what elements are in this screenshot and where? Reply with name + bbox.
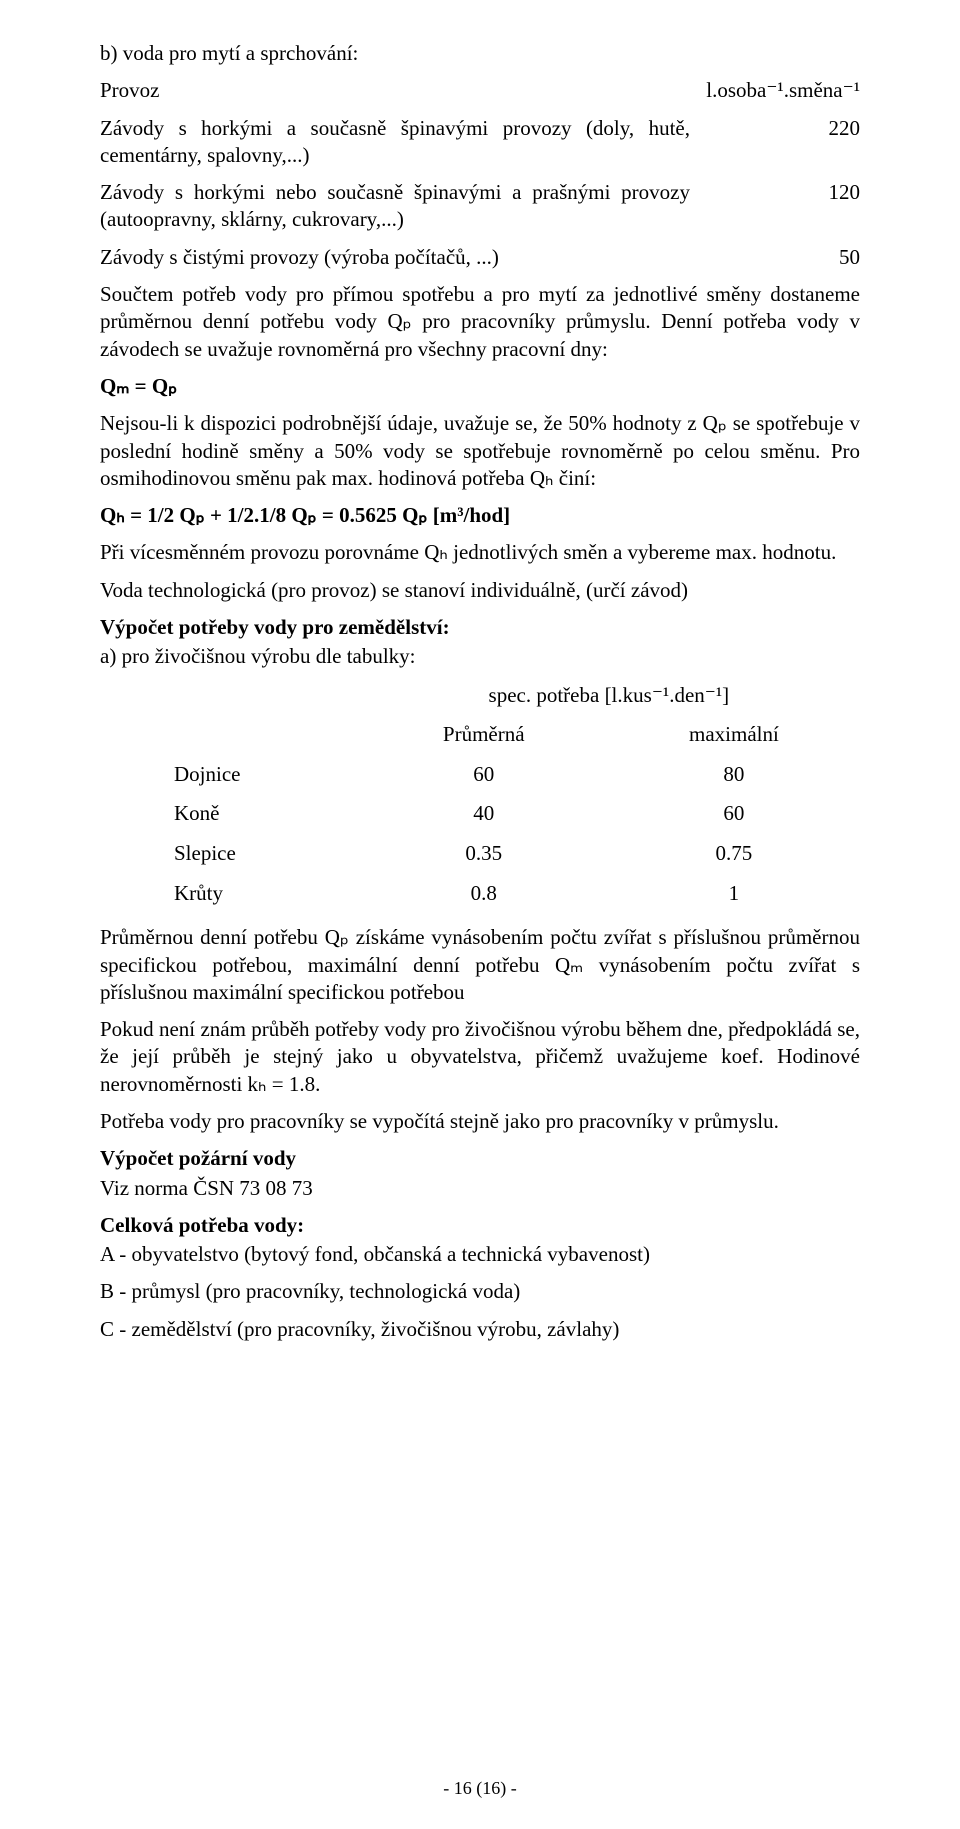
total-b: B - průmysl (pro pracovníky, technologic…: [100, 1278, 860, 1305]
equation-qm-qp: Qₘ = Qₚ: [100, 373, 860, 400]
heading-total: Celková potřeba vody:: [100, 1212, 860, 1239]
animal-table-header: Průměrná maximální: [102, 716, 858, 754]
equation-qh: Qₕ = 1/2 Qₚ + 1/2.1/8 Qₚ = 0.5625 Qₚ [m³…: [100, 502, 860, 529]
paragraph-workers: Potřeba vody pro pracovníky se vypočítá …: [100, 1108, 860, 1135]
document-page: b) voda pro mytí a sprchování: Provoz l.…: [0, 0, 960, 1829]
animal-table: spec. potřeba [l.kus⁻¹.den⁻¹] Průměrná m…: [100, 675, 860, 915]
animal-name: Krůty: [102, 875, 358, 913]
paragraph-livestock: a) pro živočišnou výrobu dle tabulky:: [100, 643, 860, 670]
factory-row-1: Závody s horkými a současně špinavými pr…: [100, 115, 860, 180]
factory-row-2-label: Závody s horkými nebo současně špinavými…: [100, 179, 690, 234]
factory-row-1-label: Závody s horkými a současně špinavými pr…: [100, 115, 690, 170]
paragraph-sum: Součtem potřeb vody pro přímou spotřebu …: [100, 281, 860, 363]
animal-avg: 40: [360, 795, 608, 833]
factory-row-1-value: 220: [690, 115, 860, 142]
table-row: Dojnice 60 80: [102, 756, 858, 794]
table-row: Koně 40 60: [102, 795, 858, 833]
animal-max: 1: [610, 875, 858, 913]
total-a: A - obyvatelstvo (bytový fond, občanská …: [100, 1241, 860, 1268]
animal-name: Slepice: [102, 835, 358, 873]
animal-name: Koně: [102, 795, 358, 833]
paragraph-technological: Voda technologická (pro provoz) se stano…: [100, 577, 860, 604]
factory-row-2-value: 120: [690, 179, 860, 206]
table-row: Krůty 0.8 1: [102, 875, 858, 913]
heading-agriculture: Výpočet potřeby vody pro zemědělství:: [100, 614, 860, 641]
animal-max: 60: [610, 795, 858, 833]
total-c: C - zemědělství (pro pracovníky, živočiš…: [100, 1316, 860, 1343]
table-row: Slepice 0.35 0.75: [102, 835, 858, 873]
animal-avg: 0.8: [360, 875, 608, 913]
provoz-label: Provoz: [100, 77, 690, 104]
heading-fire: Výpočet požární vody: [100, 1145, 860, 1172]
animal-max: 0.75: [610, 835, 858, 873]
spec-label: spec. potřeba [l.kus⁻¹.den⁻¹]: [360, 677, 858, 715]
animal-avg: 0.35: [360, 835, 608, 873]
factory-row-3-label: Závody s čistými provozy (výroba počítač…: [100, 244, 690, 271]
paragraph-multishift: Při vícesměnném provozu porovnáme Qₕ jed…: [100, 539, 860, 566]
paragraph-unknown-course: Pokud není znám průběh potřeby vody pro …: [100, 1016, 860, 1098]
factory-row-3-value: 50: [690, 244, 860, 271]
unit-label: l.osoba⁻¹.směna⁻¹: [690, 77, 860, 104]
factory-row-3: Závody s čistými provozy (výroba počítač…: [100, 244, 860, 281]
animal-name: Dojnice: [102, 756, 358, 794]
factory-row-2: Závody s horkými nebo současně špinavými…: [100, 179, 860, 244]
paragraph-qp-calc: Průměrnou denní potřebu Qₚ získáme vynás…: [100, 924, 860, 1006]
spec-label-row: spec. potřeba [l.kus⁻¹.den⁻¹]: [102, 677, 858, 715]
table-head-row: Provoz l.osoba⁻¹.směna⁻¹: [100, 77, 860, 114]
animal-max: 80: [610, 756, 858, 794]
page-footer: - 16 (16) -: [0, 1778, 960, 1799]
col-avg: Průměrná: [360, 716, 608, 754]
section-b-heading: b) voda pro mytí a sprchování:: [100, 40, 860, 67]
paragraph-distribution: Nejsou-li k dispozici podrobnější údaje,…: [100, 410, 860, 492]
paragraph-norm: Viz norma ČSN 73 08 73: [100, 1175, 860, 1202]
animal-avg: 60: [360, 756, 608, 794]
col-max: maximální: [610, 716, 858, 754]
